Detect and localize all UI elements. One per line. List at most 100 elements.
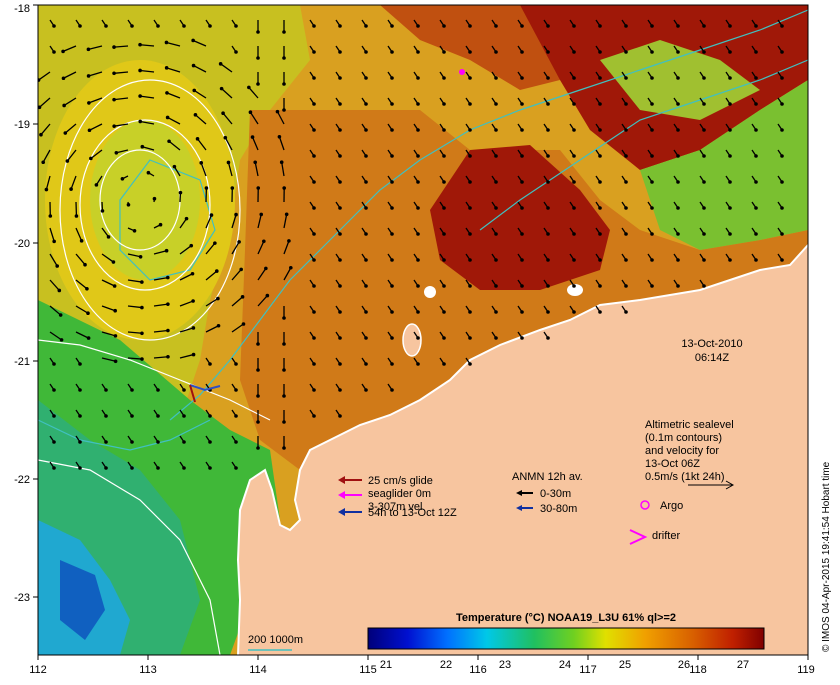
velocity-arrow-head: [66, 159, 70, 163]
velocity-arrow-head: [253, 160, 257, 164]
velocity-arrow-head: [37, 78, 41, 82]
velocity-arrow-head: [282, 420, 286, 424]
velocity-arrow-head: [312, 50, 316, 54]
velocity-arrow-head: [364, 284, 368, 288]
velocity-arrow-head: [153, 197, 157, 201]
velocity-arrow-head: [69, 187, 73, 191]
velocity-arrow-head: [165, 91, 169, 95]
velocity-arrow-head: [312, 24, 316, 28]
velocity-arrow-head: [520, 206, 524, 210]
velocity-arrow-head: [442, 76, 446, 80]
velocity-arrow-head: [624, 154, 628, 158]
velocity-arrow-head: [278, 135, 282, 139]
velocity-arrow-head: [702, 76, 706, 80]
velocity-arrow-head: [52, 50, 56, 54]
velocity-arrow-head: [52, 388, 56, 392]
velocity-arrow-head: [364, 336, 368, 340]
velocity-arrow-head: [338, 154, 342, 158]
velocity-arrow-head: [156, 440, 160, 444]
velocity-arrow-head: [208, 414, 212, 418]
velocity-arrow-head: [676, 232, 680, 236]
velocity-arrow-head: [520, 128, 524, 132]
velocity-arrow-head: [754, 180, 758, 184]
velocity-arrow-head: [256, 394, 260, 398]
velocity-arrow-head: [287, 239, 291, 243]
velocity-arrow-head: [416, 154, 420, 158]
velocity-arrow-head: [676, 206, 680, 210]
velocity-arrow-head: [78, 466, 82, 470]
velocity-arrow-head: [338, 388, 342, 392]
velocity-arrow-head: [216, 297, 220, 301]
velocity-arrow-head: [702, 24, 706, 28]
velocity-arrow-head: [259, 213, 263, 217]
velocity-arrow-head: [208, 362, 212, 366]
velocity-arrow-head: [165, 41, 169, 45]
velocity-arrow-head: [62, 104, 66, 108]
velocity-arrow-head: [546, 24, 550, 28]
velocity-arrow-head: [138, 43, 142, 47]
velocity-arrow-head: [217, 324, 221, 328]
velocity-arrow-head: [156, 388, 160, 392]
velocity-arrow-head: [282, 316, 286, 320]
velocity-arrow-head: [468, 258, 472, 262]
velocity-arrow-head: [494, 50, 498, 54]
velocity-arrow-head: [442, 50, 446, 54]
velocity-arrow-head: [468, 180, 472, 184]
velocity-arrow-head: [166, 302, 170, 306]
velocity-arrow-head: [140, 357, 144, 361]
velocity-arrow-head: [266, 294, 270, 298]
y-axis: -18 -19 -20 -21 -22 -23: [14, 3, 38, 604]
velocity-arrow-head: [196, 137, 200, 141]
altimetric-legend-line: 13-Oct 06Z: [645, 458, 700, 470]
velocity-arrow-head: [231, 186, 235, 190]
bathymetry-legend-label: 200 1000m: [248, 634, 303, 646]
velocity-arrow-head: [416, 206, 420, 210]
velocity-arrow-head: [364, 362, 368, 366]
velocity-arrow-head: [83, 263, 87, 267]
velocity-arrow-head: [262, 239, 266, 243]
velocity-arrow-head: [390, 232, 394, 236]
velocity-arrow-head: [572, 258, 576, 262]
velocity-arrow-head: [572, 76, 576, 80]
velocity-arrow-head: [256, 56, 260, 60]
velocity-arrow-head: [192, 64, 196, 68]
velocity-arrow-head: [650, 102, 654, 106]
velocity-arrow-head: [546, 128, 550, 132]
velocity-arrow-head: [598, 102, 602, 106]
velocity-arrow-head: [572, 206, 576, 210]
velocity-arrow-head: [546, 310, 550, 314]
velocity-arrow-head: [52, 440, 56, 444]
velocity-arrow-head: [780, 128, 784, 132]
velocity-arrow-head: [390, 336, 394, 340]
velocity-arrow-head: [650, 206, 654, 210]
velocity-arrow-head: [185, 217, 189, 221]
velocity-arrow-head: [45, 188, 49, 192]
velocity-arrow-head: [598, 284, 602, 288]
velocity-arrow-head: [416, 310, 420, 314]
velocity-arrow-head: [364, 24, 368, 28]
velocity-arrow-head: [468, 206, 472, 210]
velocity-arrow-head: [237, 240, 241, 244]
velocity-arrow-head: [191, 272, 195, 276]
velocity-arrow-head: [702, 258, 706, 262]
velocity-arrow-head: [113, 309, 117, 313]
velocity-arrow-head: [364, 50, 368, 54]
velocity-arrow-head: [312, 336, 316, 340]
velocity-arrow-head: [59, 313, 63, 317]
velocity-arrow-head: [256, 368, 260, 372]
velocity-arrow-head: [754, 50, 758, 54]
velocity-arrow-head: [52, 240, 56, 244]
velocity-arrow-head: [87, 101, 91, 105]
velocity-arrow-head: [104, 440, 108, 444]
velocity-arrow-head: [598, 310, 602, 314]
velocity-arrow-head: [264, 267, 268, 271]
credit-text: © IMOS 04-Apr-2015 19:41:54 Hobart time: [821, 461, 832, 652]
argo-marker: [459, 69, 465, 75]
x-axis: 112 113 114 115 116 117 118 119: [29, 655, 815, 676]
velocity-arrow-head: [364, 258, 368, 262]
velocity-arrow-head: [247, 86, 251, 90]
velocity-arrow-head: [468, 232, 472, 236]
velocity-arrow-head: [75, 214, 79, 218]
velocity-arrow-head: [780, 154, 784, 158]
